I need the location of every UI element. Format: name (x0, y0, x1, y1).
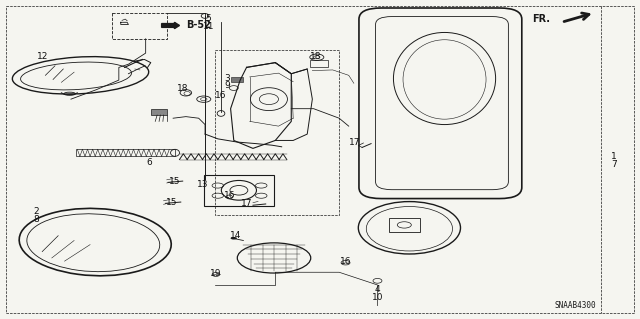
Bar (76, 149, 175, 156)
Text: 8: 8 (33, 215, 38, 224)
Text: 3: 3 (225, 74, 230, 83)
Text: 19: 19 (210, 269, 221, 278)
Text: 1: 1 (611, 152, 616, 161)
Bar (310, 60, 328, 67)
Text: 17: 17 (241, 199, 252, 208)
Text: 16: 16 (340, 257, 351, 266)
Text: 5: 5 (205, 14, 211, 23)
Text: 10: 10 (372, 293, 383, 301)
Text: 18: 18 (310, 52, 321, 61)
Bar (230, 77, 243, 82)
Text: 17: 17 (349, 137, 361, 146)
Text: 16: 16 (215, 92, 227, 100)
Bar (389, 218, 420, 232)
Text: 15: 15 (166, 198, 177, 207)
Ellipse shape (230, 237, 237, 240)
Bar (151, 109, 167, 115)
Text: 15: 15 (169, 177, 180, 186)
Text: 14: 14 (230, 231, 241, 240)
Text: SNAAB4300: SNAAB4300 (554, 301, 596, 310)
Bar (214, 50, 339, 215)
Polygon shape (162, 22, 179, 29)
Bar (204, 175, 274, 206)
Text: 6: 6 (147, 158, 152, 167)
Bar (113, 13, 167, 39)
Text: B-52: B-52 (186, 20, 211, 31)
Text: 13: 13 (196, 181, 208, 189)
Text: 16: 16 (223, 190, 235, 200)
Text: FR.: FR. (532, 14, 550, 24)
Text: 2: 2 (33, 207, 38, 216)
Text: 11: 11 (202, 22, 214, 31)
Text: 7: 7 (611, 160, 616, 169)
Text: 12: 12 (36, 52, 48, 61)
Text: 18: 18 (177, 84, 188, 93)
Text: 9: 9 (225, 81, 230, 90)
Text: 4: 4 (374, 285, 380, 294)
